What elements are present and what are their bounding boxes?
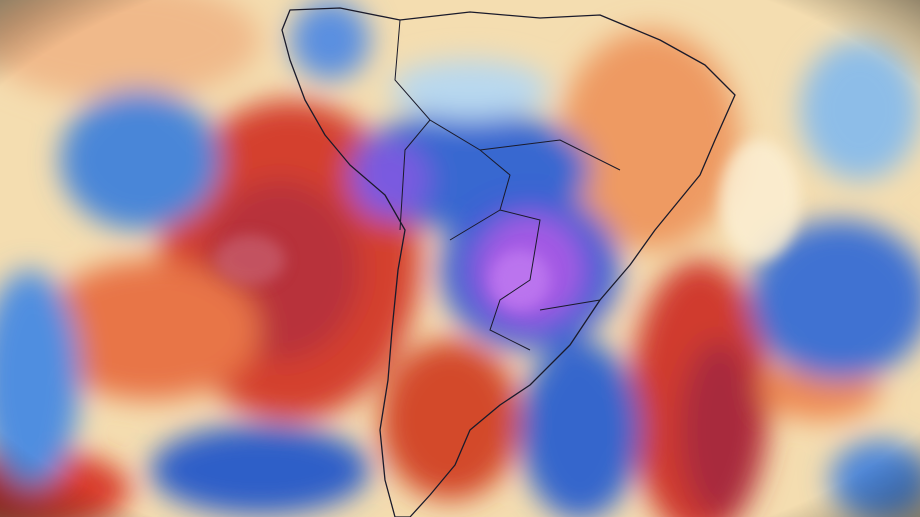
globe-vignette — [0, 0, 920, 517]
anomaly-map — [0, 0, 920, 517]
page: {} — [0, 0, 920, 517]
